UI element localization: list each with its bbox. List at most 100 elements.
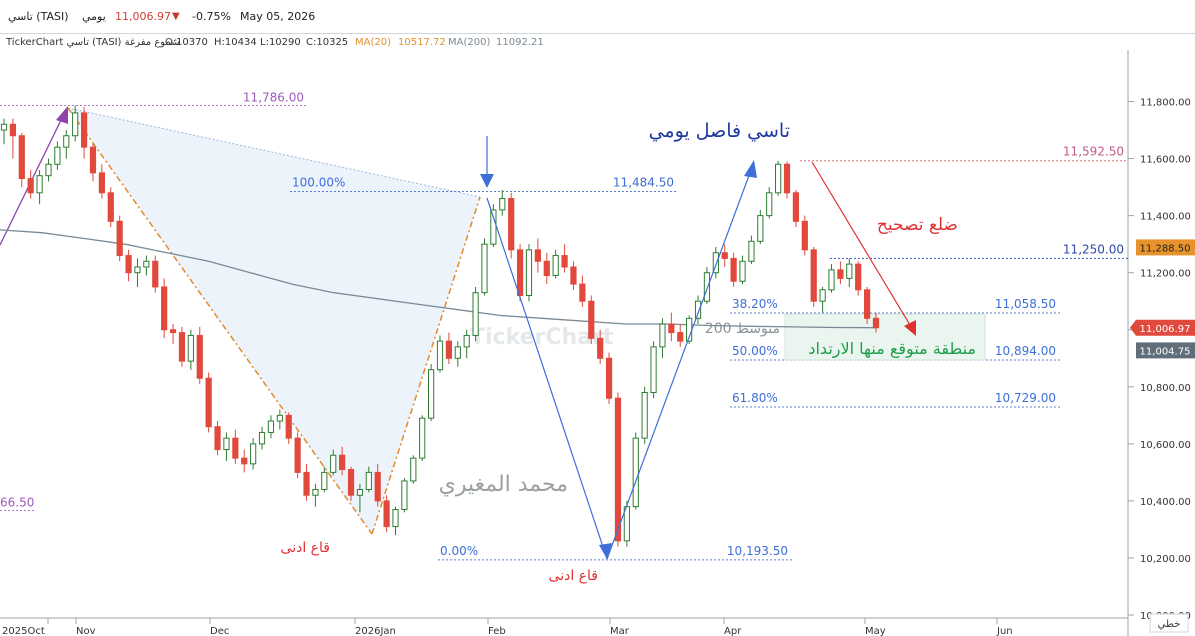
candle <box>80 107 88 159</box>
candle <box>54 141 61 170</box>
candle <box>614 392 622 547</box>
price-tag: 11,006.97 <box>1130 319 1195 336</box>
candle <box>668 312 675 342</box>
candle <box>339 446 346 476</box>
pattern-leg-xa <box>67 107 373 535</box>
candle <box>294 432 301 479</box>
x-tick-label: Feb <box>488 626 506 636</box>
y-tick-label: 11,400.00 <box>1140 212 1191 223</box>
fib-percent: 50.00% <box>732 344 778 358</box>
correction-arrow <box>904 320 916 336</box>
candle <box>872 312 880 333</box>
candle <box>632 432 639 510</box>
swing-line-down <box>486 197 608 560</box>
swing-arrow-up <box>744 160 757 178</box>
candle <box>428 363 435 422</box>
candle <box>757 209 764 245</box>
candle <box>739 255 746 285</box>
ma20-value: 10517.72 <box>398 37 446 48</box>
candle <box>490 204 497 248</box>
candle <box>730 252 737 287</box>
candle <box>392 506 399 536</box>
candle <box>356 483 364 513</box>
candle <box>864 286 871 325</box>
candle <box>303 463 310 501</box>
candle <box>436 335 444 373</box>
symbol-label[interactable]: تاسي (TASI) <box>8 10 69 23</box>
candle <box>579 275 586 307</box>
candle <box>232 429 239 464</box>
axis-mode-button[interactable] <box>1149 613 1189 633</box>
candle <box>347 466 355 501</box>
interval-label[interactable]: يومي <box>82 10 106 23</box>
candle <box>846 258 853 287</box>
close-value: C:10325 <box>306 37 349 48</box>
price-tag: 11,004.75 <box>1136 342 1195 359</box>
zone-label: منطقة متوقع منها الارتداد <box>808 339 976 359</box>
fib-percent: 61.80% <box>732 391 778 405</box>
candle <box>837 261 844 285</box>
price-chart[interactable]: 11,800.00 11,600.00 11,400.00 11,200.00 11,0… <box>0 50 1195 636</box>
candle <box>605 352 613 404</box>
candle <box>258 426 266 450</box>
price-change: -0.75% <box>192 10 231 23</box>
purple-arrow-head <box>56 106 68 124</box>
candle <box>463 329 470 359</box>
candle <box>855 261 862 296</box>
candle <box>828 264 835 293</box>
candle <box>27 169 34 199</box>
candle <box>819 286 826 313</box>
rebound-zone <box>784 313 986 361</box>
svg-text:11,004.75: 11,004.75 <box>1140 346 1191 357</box>
candle <box>543 252 550 285</box>
candle <box>775 160 782 196</box>
svg-text:11,288.50: 11,288.50 <box>1140 243 1191 254</box>
last-price: 11,006.97 <box>115 10 171 23</box>
candle <box>178 326 186 367</box>
candle <box>597 329 604 364</box>
axis-mode-label: خطي <box>1158 619 1181 630</box>
candle <box>659 318 666 359</box>
candle <box>374 463 381 507</box>
candle <box>98 164 105 199</box>
candle <box>285 412 292 444</box>
candle <box>552 249 559 279</box>
swing-arrow-down <box>599 543 612 559</box>
source-label: TickerChart تاسي (TASI) شموع مفرغة <box>6 37 180 48</box>
fib-value: 11,484.50 <box>613 176 674 190</box>
candle <box>401 478 408 513</box>
candle <box>454 341 461 367</box>
candle <box>321 466 328 493</box>
down-arrow-icon: ▼ <box>172 11 180 22</box>
candle <box>250 438 257 470</box>
level-label: 11,250.00 <box>1063 242 1124 256</box>
fib-percent: 100.00% <box>292 176 345 190</box>
x-tick-label: Jun <box>996 626 1013 636</box>
candle <box>677 324 684 347</box>
candle <box>383 495 390 533</box>
candle <box>508 192 515 259</box>
candle <box>712 247 719 279</box>
ma20-label: MA(20) <box>355 37 391 48</box>
ma200-line <box>0 229 877 329</box>
ma200-label: MA(200) <box>448 37 491 48</box>
pattern-leg-ab <box>371 196 481 535</box>
candle <box>18 132 25 188</box>
y-tick-label: 10,600.00 <box>1140 440 1191 451</box>
x-tick-label: Dec <box>210 626 229 636</box>
candle <box>525 244 533 302</box>
x-tick-label: Apr <box>724 626 742 636</box>
candle <box>152 255 159 293</box>
candle <box>641 386 648 444</box>
candle <box>196 326 203 384</box>
candle <box>623 500 630 547</box>
candle <box>748 235 755 265</box>
candle <box>721 244 728 267</box>
x-tick-label: Mar <box>610 626 630 636</box>
candle <box>143 255 150 276</box>
candle <box>561 244 568 273</box>
low-label-2: قاع ادنى <box>549 568 598 584</box>
ma200-value: 11092.21 <box>496 37 544 48</box>
candle <box>267 415 275 439</box>
fib-value: 10,729.00 <box>995 391 1056 405</box>
